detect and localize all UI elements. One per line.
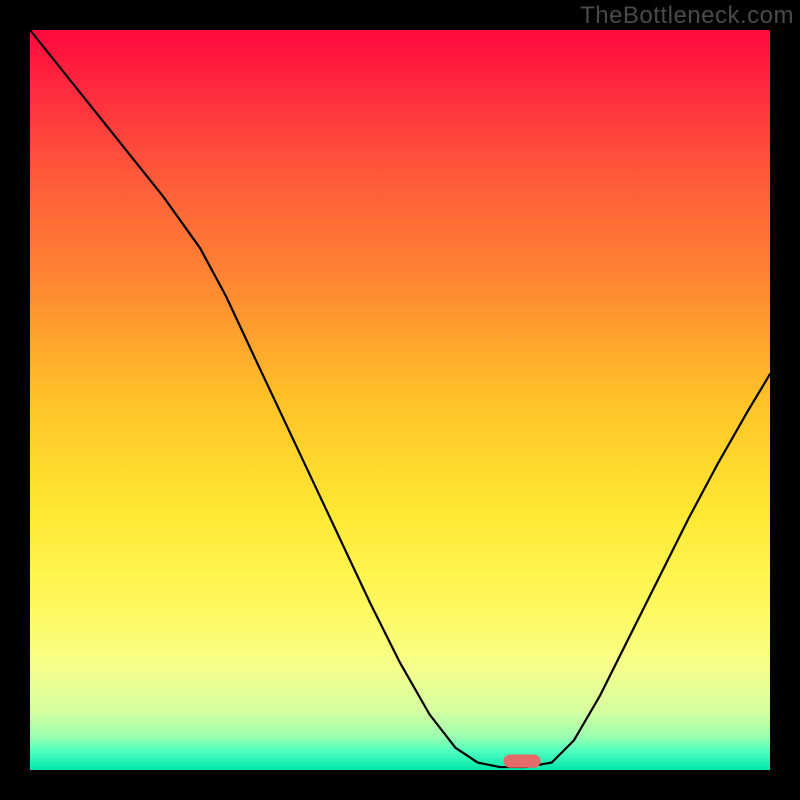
bottleneck-chart	[0, 0, 800, 800]
optimum-marker	[504, 754, 541, 767]
heatmap-background	[30, 30, 770, 770]
chart-container: TheBottleneck.com	[0, 0, 800, 800]
